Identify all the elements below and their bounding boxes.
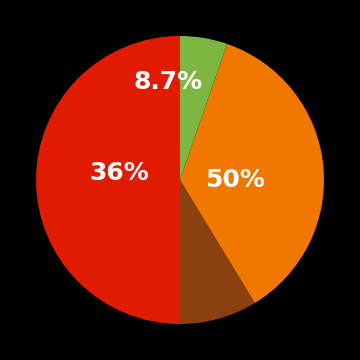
Wedge shape [36, 36, 180, 324]
Text: 36%: 36% [90, 161, 149, 185]
Text: 50%: 50% [205, 168, 265, 192]
Wedge shape [180, 180, 255, 324]
Text: 8.7%: 8.7% [134, 70, 203, 94]
Wedge shape [180, 36, 227, 180]
Wedge shape [180, 44, 324, 303]
